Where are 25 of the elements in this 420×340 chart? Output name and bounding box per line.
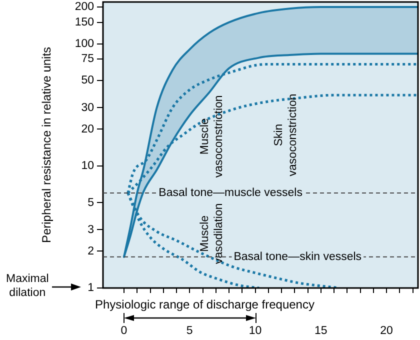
y-tick-label: 1 xyxy=(88,282,94,294)
ref-line-label: Basal tone—muscle vessels xyxy=(158,187,303,200)
x-tick-label: 5 xyxy=(186,325,193,338)
x-tick-label: 10 xyxy=(248,325,262,338)
y-tick-label: 20 xyxy=(81,123,94,136)
x-tick-label: 20 xyxy=(380,325,393,338)
y-tick-label: 5 xyxy=(88,196,94,209)
x-tick-label: 15 xyxy=(314,325,328,338)
y-tick-label: 200 xyxy=(74,1,94,14)
y-tick-label: 2 xyxy=(88,245,94,258)
text: Maximal dilation xyxy=(6,272,49,300)
x-tick-label: 0 xyxy=(120,325,128,338)
y-tick-label: 30 xyxy=(81,102,94,114)
y-tick-label: 10 xyxy=(81,160,94,172)
y-tick-label: 50 xyxy=(81,74,94,87)
y-axis-title: Peripheral resistance in relative units xyxy=(40,46,54,244)
y-tick-label: 3 xyxy=(88,224,94,236)
annotation: Skin vasoconstriction xyxy=(272,94,299,176)
x-axis-title: Physiologic range of discharge frequency xyxy=(95,297,314,312)
ref-line-label: Basal tone—skin vessels xyxy=(234,251,362,264)
annotation: Muscle vasodilation xyxy=(198,203,225,264)
y-tick-label: 150 xyxy=(74,16,94,28)
y-tick-label: 75 xyxy=(81,53,94,66)
annotation: Muscle vasoconstriction xyxy=(198,95,225,178)
y-tick-label: 100 xyxy=(74,38,94,50)
